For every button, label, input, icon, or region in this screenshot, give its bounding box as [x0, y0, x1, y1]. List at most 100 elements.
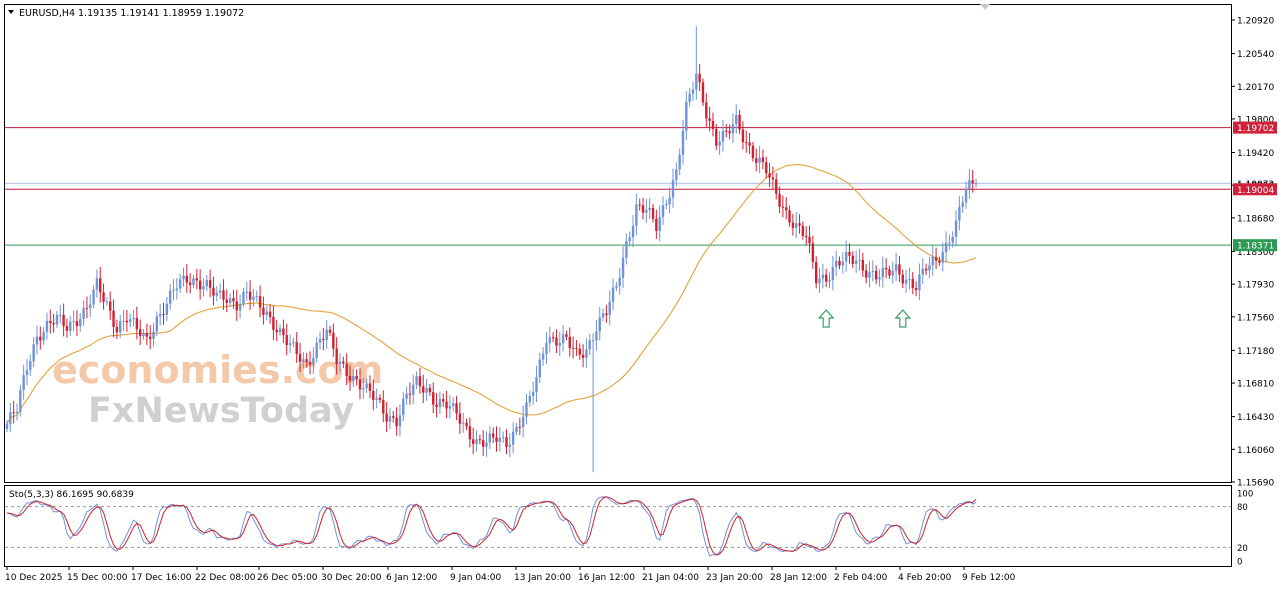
price-tick-label: 1.16060 [1237, 446, 1274, 456]
candle-body [685, 101, 688, 131]
up-arrow-icon [817, 309, 835, 328]
candle-body [59, 314, 62, 316]
candle-body [645, 210, 648, 213]
candle-body [205, 280, 208, 287]
candle-body [818, 278, 821, 284]
candle-body [615, 285, 618, 288]
candle-body [385, 413, 388, 422]
candle-body [481, 440, 485, 447]
candle-body [581, 354, 585, 358]
candle-body [192, 278, 195, 285]
ohlc-label: 1.19135 1.19141 1.18959 1.19072 [78, 8, 244, 19]
candle-body [112, 310, 115, 327]
candle-body [298, 353, 302, 362]
candle-body [202, 286, 205, 290]
candle-body [575, 348, 578, 350]
candle-body [621, 257, 625, 278]
candle-body [418, 376, 422, 387]
time-tick-label: 28 Jan 12:00 [770, 573, 827, 583]
candle-body [175, 288, 179, 291]
candle-body [412, 384, 415, 395]
symbol-label: EURUSD,H4 [19, 8, 75, 19]
candle-body [428, 388, 432, 393]
stochastic-layer [5, 496, 1231, 557]
candle-body [109, 301, 112, 311]
candle-body [638, 204, 641, 206]
candle-body [681, 130, 685, 155]
candle-body [735, 114, 738, 125]
stochastic-tick-label: 100 [1237, 490, 1253, 500]
candle-body [561, 334, 565, 344]
stochastic-signal-line [6, 496, 977, 556]
candle-body [455, 403, 458, 414]
candle-body [115, 326, 119, 333]
candle-body [255, 296, 258, 298]
price-tick-label: 1.16810 [1237, 380, 1274, 390]
chart-shift-marker[interactable] [980, 4, 990, 10]
candle-body [355, 376, 358, 380]
candle-body [911, 278, 914, 288]
candle-body [821, 274, 825, 279]
candle-body [795, 223, 798, 228]
candle-body [884, 267, 888, 270]
candle-body [452, 403, 455, 407]
candle-body [472, 439, 475, 444]
time-tick-label: 9 Jan 04:00 [450, 573, 502, 583]
candle-body [851, 255, 855, 264]
price-tick-label: 1.16430 [1237, 413, 1274, 423]
candle-body [465, 422, 468, 427]
candle-body [215, 292, 218, 296]
candle-body [415, 376, 418, 385]
candle-body [152, 331, 155, 339]
candle-body [941, 252, 944, 263]
candle-body [435, 404, 438, 408]
candle-body [282, 328, 285, 336]
candle-body [308, 362, 312, 365]
candle-body [761, 157, 765, 163]
candle-body [228, 298, 232, 303]
candle-body [628, 237, 631, 242]
candle-body [125, 320, 129, 323]
price-tick-label: 1.20170 [1237, 83, 1274, 93]
candle-body [511, 431, 515, 445]
candle-body [924, 268, 928, 271]
candle-body [132, 317, 135, 320]
candle-body [745, 142, 748, 144]
candle-body [971, 180, 974, 184]
candle-body [711, 120, 715, 130]
candle-body [631, 225, 635, 238]
time-tick-label: 23 Jan 20:00 [706, 573, 763, 583]
candle-body [252, 296, 255, 300]
candle-body [368, 383, 372, 391]
candle-body [914, 287, 918, 291]
time-tick-label: 22 Dec 08:00 [195, 573, 256, 583]
candle-body [45, 320, 49, 332]
candle-body [898, 264, 901, 275]
candle-body [611, 287, 615, 302]
candle-body [548, 337, 551, 344]
candle-body [162, 313, 165, 315]
candle-body [22, 375, 25, 391]
candle-body [958, 207, 961, 221]
candle-body [139, 329, 142, 337]
stochastic-title: Sto(5,3,3) 86.1695 90.6839 [9, 490, 134, 500]
candle-body [531, 392, 535, 396]
candle-body [35, 336, 39, 345]
price-tick-label: 1.17560 [1237, 313, 1274, 323]
candle-body [791, 222, 795, 228]
level-price-label: 1.19004 [1237, 186, 1274, 196]
stochastic-main-line [6, 496, 977, 557]
candle-body [588, 340, 591, 350]
time-tick-label: 2 Feb 04:00 [834, 573, 888, 583]
candle-body [402, 398, 405, 416]
candle-body [671, 179, 675, 198]
price-tick-label: 1.18680 [1237, 214, 1274, 224]
candle-body [578, 348, 581, 355]
time-tick-label: 10 Dec 2025 [5, 573, 63, 583]
candle-body [538, 359, 541, 378]
watermark-line1: economies.com [52, 348, 383, 392]
candle-body [82, 307, 85, 320]
levels-layer [5, 127, 1231, 246]
candle-body [129, 319, 132, 323]
symbol-menu-icon[interactable] [8, 10, 14, 14]
